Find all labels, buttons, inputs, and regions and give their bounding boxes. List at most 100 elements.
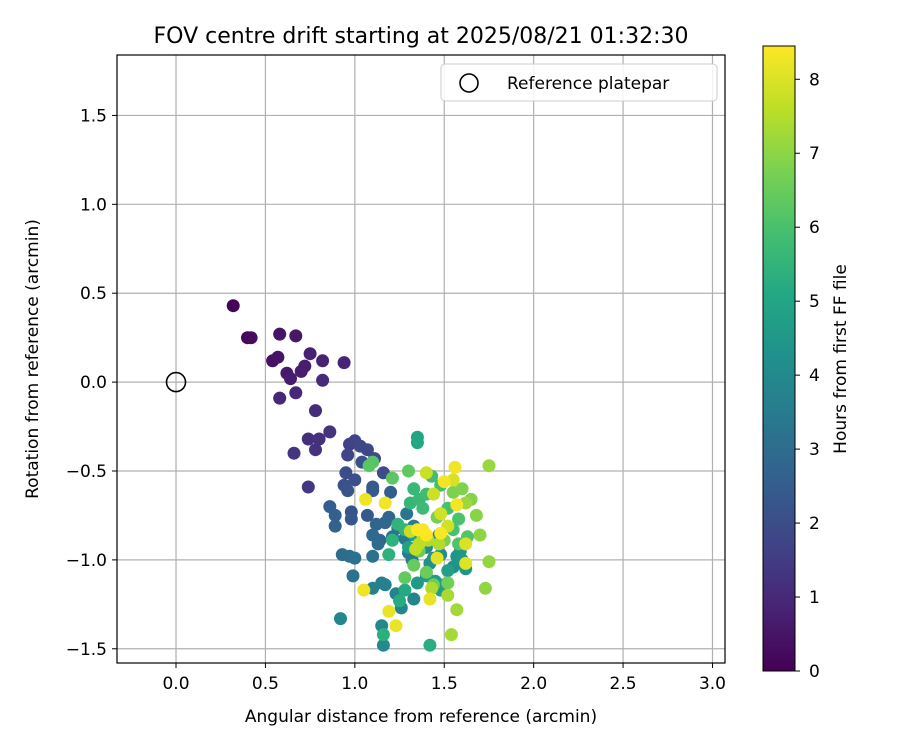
scatter-point xyxy=(444,628,458,642)
grid-lines xyxy=(117,55,725,663)
colorbar-tick-label: 2 xyxy=(809,514,820,534)
scatter-point xyxy=(334,612,347,626)
colorbar-tick-label: 8 xyxy=(809,70,820,90)
x-tick-label: 1.5 xyxy=(431,674,458,694)
y-tick-label: 1.0 xyxy=(80,195,107,215)
scatter-point xyxy=(244,331,258,345)
scatter-point xyxy=(284,372,297,386)
colorbar-tick-label: 6 xyxy=(809,218,820,238)
scatter-point xyxy=(341,484,355,498)
scatter-point xyxy=(437,475,451,489)
scatter-point xyxy=(287,446,301,460)
scatter-point xyxy=(407,558,421,572)
scatter-point xyxy=(378,496,392,510)
chart-title: FOV centre drift starting at 2025/08/21 … xyxy=(154,24,689,49)
scatter-point xyxy=(348,551,362,565)
legend-marker-reference xyxy=(459,73,479,93)
scatter-point xyxy=(441,588,455,602)
scatter-point xyxy=(341,448,355,462)
scatter-point xyxy=(348,473,362,487)
y-tick-label: 0.5 xyxy=(80,284,107,304)
scatter-point xyxy=(226,299,240,313)
scatter-point xyxy=(459,537,473,551)
scatter-point xyxy=(298,359,312,373)
colorbar-ticks: 0 1 2 3 4 5 6 7 8 xyxy=(795,70,820,682)
scatter-point xyxy=(371,537,385,551)
scatter-point xyxy=(384,485,398,499)
data-points xyxy=(165,299,496,652)
scatter-point xyxy=(323,425,337,439)
y-tick-label: −1.0 xyxy=(66,551,107,571)
scatter-point xyxy=(376,638,390,652)
scatter-point xyxy=(398,583,412,597)
scatter-point xyxy=(339,466,353,480)
legend: Reference platepar xyxy=(440,63,718,102)
scatter-point xyxy=(316,354,330,368)
x-tick-label: 2.5 xyxy=(610,674,637,694)
scatter-point xyxy=(344,512,358,526)
colorbar-tick-label: 4 xyxy=(809,366,820,386)
y-tick-label: −1.5 xyxy=(66,640,107,660)
scatter-point xyxy=(303,347,317,361)
scatter-point xyxy=(382,604,396,618)
scatter-point xyxy=(416,501,430,515)
scatter-point xyxy=(366,484,380,498)
scatter-point xyxy=(362,459,376,473)
scatter-point xyxy=(434,526,448,540)
scatter-point xyxy=(441,564,455,578)
scatter-point xyxy=(360,508,374,522)
scatter-point xyxy=(385,533,399,547)
reference-platepar-marker xyxy=(165,371,187,393)
scatter-point xyxy=(316,373,330,387)
scatter-point xyxy=(430,551,444,565)
x-tick-label: 0.5 xyxy=(252,674,279,694)
scatter-point xyxy=(378,578,392,592)
scatter-point xyxy=(434,507,448,521)
scatter-point xyxy=(385,471,399,485)
scatter-point xyxy=(357,583,371,597)
scatter-point xyxy=(478,581,492,595)
scatter-point xyxy=(407,482,421,496)
x-tick-label: 2.0 xyxy=(520,674,547,694)
scatter-point xyxy=(452,512,466,526)
colorbar-tick-label: 5 xyxy=(809,292,820,312)
scatter-point xyxy=(382,548,396,562)
colorbar-label: Hours from first FF file xyxy=(831,264,851,454)
y-tick-label: −0.5 xyxy=(66,462,107,482)
scatter-point xyxy=(459,556,473,570)
plot-axes: 0.0 0.5 1.0 1.5 2.0 2.5 3.0 −1.5 −1.0 −0.5 0.0 0.5 1… xyxy=(66,54,726,694)
colorbar-tick-label: 3 xyxy=(809,440,820,460)
y-axis-label: Rotation from reference (arcmin) xyxy=(23,219,43,499)
scatter-point xyxy=(393,594,406,608)
colorbar-tick-label: 0 xyxy=(809,662,820,682)
plot-frame xyxy=(116,54,726,664)
scatter-point xyxy=(450,603,464,617)
scatter-point xyxy=(359,492,373,506)
scatter-point xyxy=(309,404,322,418)
scatter-point xyxy=(419,565,433,579)
scatter-point xyxy=(337,356,351,370)
scatter-point xyxy=(482,459,496,473)
y-tick-label: 0.0 xyxy=(80,373,107,393)
scatter-point xyxy=(473,528,487,542)
scatter-point xyxy=(382,510,396,524)
scatter-point xyxy=(482,555,496,569)
legend-box xyxy=(440,63,718,102)
scatter-point xyxy=(328,508,342,522)
scatter-point xyxy=(301,432,315,446)
scatter-point xyxy=(289,386,303,400)
scatter-point xyxy=(423,592,437,606)
scatter-point xyxy=(273,327,287,341)
scatter-point xyxy=(410,523,424,537)
scatter-point xyxy=(289,329,303,343)
scatter-point xyxy=(389,619,403,633)
colorbar: 0 1 2 3 4 5 6 7 8 Hours from first FF file xyxy=(762,45,851,682)
scatter-point xyxy=(425,581,439,595)
scatter-point xyxy=(450,498,464,512)
scatter-point xyxy=(441,576,455,590)
legend-label-reference: Reference platepar xyxy=(507,74,669,94)
scatter-point xyxy=(402,464,415,478)
x-tick-label: 1.0 xyxy=(341,674,368,694)
